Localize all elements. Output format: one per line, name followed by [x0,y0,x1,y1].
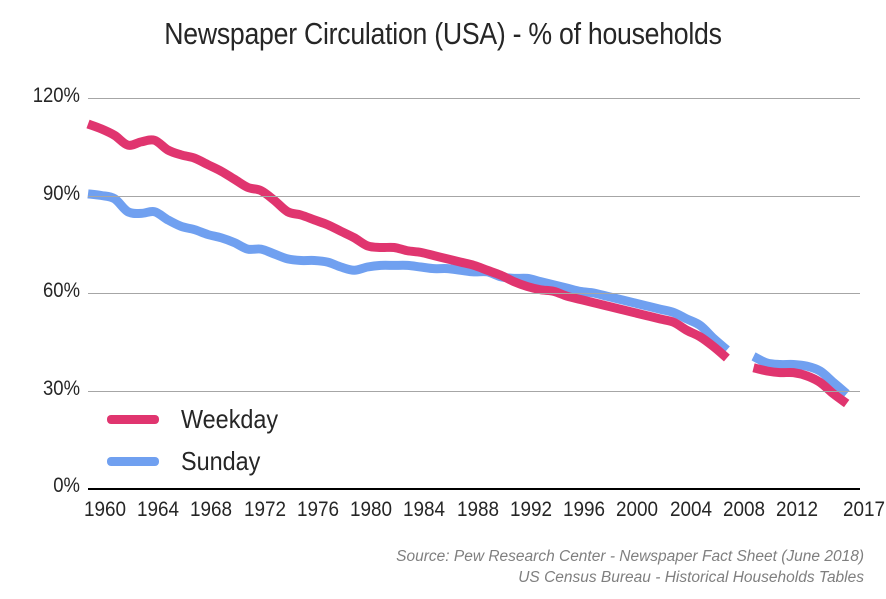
gridline-120 [88,98,860,99]
source-line-1: Source: Pew Research Center - Newspaper … [396,548,864,565]
series-line-sunday [751,352,850,398]
y-axis-labels: 0% 30% 60% 90% 120% [0,0,80,599]
x-axis-line [88,488,860,490]
x-tick-label-1960: 1960 [83,498,127,521]
series-lines [86,119,850,408]
x-tick-label-1984: 1984 [403,498,446,521]
x-tick-label-1968: 1968 [190,498,233,521]
x-tick-label-1972: 1972 [243,498,286,521]
x-tick-label-1964: 1964 [137,498,180,521]
x-tick-label-2000: 2000 [616,498,659,521]
chart-legend: Weekday Sunday [107,398,367,482]
legend-label-sunday: Sunday [181,445,261,476]
x-tick-label-2017: 2017 [842,498,885,521]
chart-title: Newspaper Circulation (USA) - % of house… [164,16,722,51]
source-footer: Source: Pew Research Center - Newspaper … [264,546,864,588]
gridline-90 [88,195,860,197]
x-tick-label-1976: 1976 [296,498,339,521]
legend-item-weekday: Weekday [107,398,367,440]
legend-item-sunday: Sunday [107,440,367,482]
plot-area [86,98,860,488]
x-tick-label-1992: 1992 [509,498,552,521]
y-tick-label-0: 0% [53,474,80,497]
y-tick-label-120: 120% [32,84,80,107]
x-tick-label-2012: 2012 [776,498,819,521]
y-tick-label-60: 60% [43,279,80,302]
x-tick-label-1996: 1996 [563,498,606,521]
x-tick-label-2004: 2004 [669,498,712,521]
series-line-weekday [86,119,730,362]
series-line-weekday [752,363,850,408]
x-tick-label-1980: 1980 [350,498,393,521]
gridline-60 [88,293,860,294]
x-tick-label-2008: 2008 [722,498,765,521]
y-tick-label-30: 30% [43,376,80,400]
legend-label-weekday: Weekday [181,403,279,434]
gridline-30 [88,390,860,392]
x-axis-labels: 1960 1964 1968 1972 1976 1980 1984 1988 1992 1996… [0,498,886,532]
legend-swatch-weekday [107,414,159,424]
series-line-sunday [87,189,730,354]
legend-swatch-sunday [107,456,159,466]
source-line-2: US Census Bureau - Historical Households… [518,569,864,586]
y-tick-label-90: 90% [43,181,80,205]
x-tick-label-1988: 1988 [456,498,499,521]
